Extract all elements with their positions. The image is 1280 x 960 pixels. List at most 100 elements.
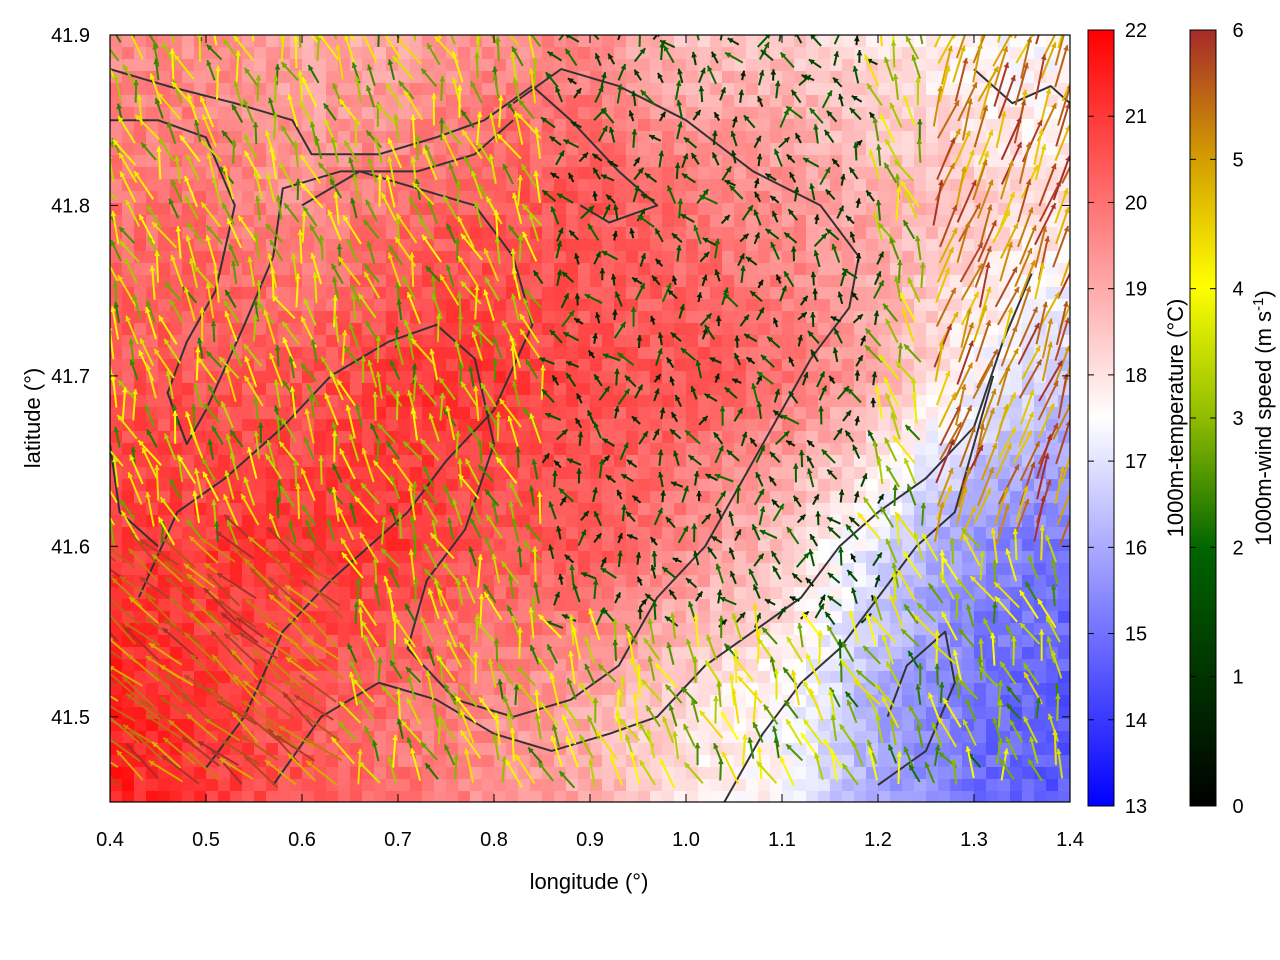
heatmap-cell [362, 383, 375, 396]
heatmap-cell [398, 779, 411, 792]
heatmap-cell [530, 635, 543, 648]
heatmap-cell [866, 719, 879, 732]
heatmap-cell [974, 539, 987, 552]
heatmap-cell [542, 587, 555, 600]
heatmap-cell [326, 155, 339, 168]
heatmap-cell [818, 71, 831, 84]
heatmap-cell [338, 71, 351, 84]
heatmap-cell [314, 179, 327, 192]
heatmap-cell [914, 587, 927, 600]
heatmap-cell [662, 131, 675, 144]
heatmap-cell [746, 59, 759, 72]
heatmap-cell [482, 347, 495, 360]
heatmap-cell [182, 323, 195, 336]
heatmap-cell [554, 383, 567, 396]
heatmap-cell [350, 107, 363, 120]
heatmap-cell [554, 419, 567, 432]
heatmap-cell [950, 119, 963, 132]
heatmap-cell [422, 35, 435, 48]
heatmap-cell [854, 503, 867, 516]
heatmap-cell [386, 347, 399, 360]
heatmap-cell [782, 251, 795, 264]
heatmap-cell [866, 47, 879, 60]
heatmap-cell [914, 311, 927, 324]
heatmap-cell [278, 263, 291, 276]
heatmap-cell [374, 707, 387, 720]
heatmap-cell [986, 47, 999, 60]
heatmap-cell [938, 203, 951, 216]
heatmap-cell [926, 347, 939, 360]
heatmap-cell [806, 83, 819, 96]
heatmap-cell [722, 155, 735, 168]
heatmap-cell [470, 683, 483, 696]
heatmap-cell [794, 215, 807, 228]
heatmap-cell [638, 35, 651, 48]
heatmap-cell [650, 731, 663, 744]
heatmap-cell [878, 155, 891, 168]
heatmap-cell [662, 263, 675, 276]
heatmap-cell [338, 599, 351, 612]
heatmap-cell [590, 179, 603, 192]
heatmap-cell [662, 503, 675, 516]
heatmap-cell [566, 515, 579, 528]
heatmap-cell [770, 59, 783, 72]
heatmap-cell [542, 155, 555, 168]
heatmap-cell [362, 767, 375, 780]
heatmap-cell [410, 71, 423, 84]
heatmap-cell [1034, 383, 1047, 396]
heatmap-cell [494, 407, 507, 420]
heatmap-cell [758, 383, 771, 396]
heatmap-cell [926, 215, 939, 228]
heatmap-cell [950, 755, 963, 768]
heatmap-cell [770, 467, 783, 480]
heatmap-cell [818, 503, 831, 516]
heatmap-cell [590, 263, 603, 276]
heatmap-cell [350, 635, 363, 648]
heatmap-cell [830, 179, 843, 192]
heatmap-cell [122, 491, 135, 504]
heatmap-cell [542, 215, 555, 228]
heatmap-cell [710, 227, 723, 240]
heatmap-cell [782, 299, 795, 312]
heatmap-cell [782, 551, 795, 564]
heatmap-cell [854, 539, 867, 552]
heatmap-cell [494, 479, 507, 492]
heatmap-cell [362, 779, 375, 792]
heatmap-cell [194, 767, 207, 780]
heatmap-cell [1022, 539, 1035, 552]
heatmap-cell [938, 527, 951, 540]
heatmap-cell [206, 71, 219, 84]
heatmap-cell [254, 143, 267, 156]
heatmap-cell [794, 251, 807, 264]
heatmap-cell [914, 635, 927, 648]
heatmap-cell [482, 59, 495, 72]
heatmap-cell [746, 407, 759, 420]
heatmap-cell [110, 59, 123, 72]
heatmap-cell [290, 563, 303, 576]
heatmap-cell [398, 395, 411, 408]
heatmap-cell [638, 455, 651, 468]
heatmap-cell [650, 767, 663, 780]
heatmap-cell [818, 35, 831, 48]
heatmap-cell [806, 227, 819, 240]
heatmap-cell [938, 35, 951, 48]
heatmap-cell [986, 143, 999, 156]
heatmap-cell [398, 131, 411, 144]
heatmap-cell [866, 263, 879, 276]
heatmap-cell [710, 383, 723, 396]
heatmap-cell [638, 143, 651, 156]
heatmap-cell [314, 731, 327, 744]
heatmap-cell [254, 335, 267, 348]
heatmap-cell [746, 299, 759, 312]
heatmap-cell [254, 599, 267, 612]
heatmap-cell [434, 203, 447, 216]
heatmap-cell [458, 491, 471, 504]
heatmap-cell [698, 671, 711, 684]
heatmap-cell [170, 587, 183, 600]
heatmap-cell [794, 155, 807, 168]
heatmap-cell [518, 587, 531, 600]
heatmap-cell [962, 395, 975, 408]
heatmap-cell [710, 35, 723, 48]
heatmap-cell [710, 287, 723, 300]
heatmap-cell [1046, 503, 1059, 516]
